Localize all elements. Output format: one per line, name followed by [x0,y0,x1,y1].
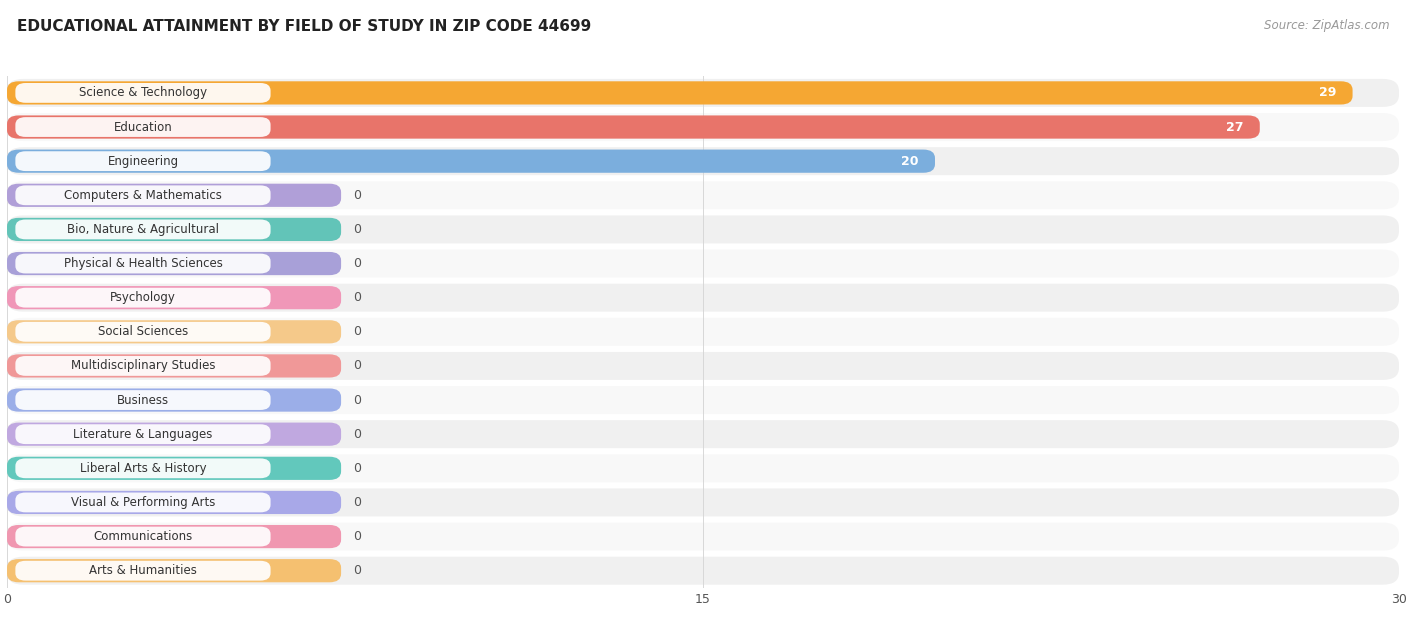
FancyBboxPatch shape [7,355,342,377]
FancyBboxPatch shape [7,320,342,343]
FancyBboxPatch shape [7,352,1399,380]
Text: Physical & Health Sciences: Physical & Health Sciences [63,257,222,270]
FancyBboxPatch shape [15,151,270,171]
Text: Bio, Nature & Agricultural: Bio, Nature & Agricultural [67,223,219,236]
FancyBboxPatch shape [7,113,1399,141]
FancyBboxPatch shape [15,288,270,308]
FancyBboxPatch shape [7,82,1353,104]
FancyBboxPatch shape [7,216,1399,243]
FancyBboxPatch shape [15,390,270,410]
Text: Computers & Mathematics: Computers & Mathematics [65,189,222,202]
FancyBboxPatch shape [15,83,270,103]
Text: Engineering: Engineering [107,155,179,167]
Text: Science & Technology: Science & Technology [79,87,207,99]
FancyBboxPatch shape [15,322,270,342]
FancyBboxPatch shape [7,423,342,446]
FancyBboxPatch shape [7,150,935,173]
FancyBboxPatch shape [7,147,1399,175]
FancyBboxPatch shape [7,454,1399,482]
Text: Literature & Languages: Literature & Languages [73,428,212,441]
FancyBboxPatch shape [15,117,270,137]
FancyBboxPatch shape [7,491,342,514]
FancyBboxPatch shape [7,557,1399,585]
Text: Communications: Communications [93,530,193,543]
FancyBboxPatch shape [7,184,342,207]
Text: 0: 0 [353,223,361,236]
Text: 0: 0 [353,394,361,406]
FancyBboxPatch shape [15,526,270,547]
Text: 0: 0 [353,325,361,338]
Text: Business: Business [117,394,169,406]
Text: Arts & Humanities: Arts & Humanities [89,564,197,577]
Text: 0: 0 [353,564,361,577]
Text: Social Sciences: Social Sciences [98,325,188,338]
Text: 0: 0 [353,360,361,372]
FancyBboxPatch shape [7,457,342,480]
FancyBboxPatch shape [7,389,342,411]
FancyBboxPatch shape [7,218,342,241]
FancyBboxPatch shape [15,458,270,478]
FancyBboxPatch shape [15,356,270,376]
Text: 27: 27 [1226,121,1243,133]
Text: 0: 0 [353,496,361,509]
FancyBboxPatch shape [15,185,270,205]
FancyBboxPatch shape [7,79,1399,107]
Text: 0: 0 [353,428,361,441]
Text: Psychology: Psychology [110,291,176,304]
FancyBboxPatch shape [15,253,270,274]
Text: 0: 0 [353,462,361,475]
FancyBboxPatch shape [7,523,1399,550]
FancyBboxPatch shape [7,250,1399,277]
Text: 29: 29 [1319,87,1336,99]
Text: Visual & Performing Arts: Visual & Performing Arts [70,496,215,509]
Text: 0: 0 [353,530,361,543]
FancyBboxPatch shape [7,318,1399,346]
FancyBboxPatch shape [7,284,1399,312]
Text: 0: 0 [353,189,361,202]
FancyBboxPatch shape [7,559,342,582]
Text: Multidisciplinary Studies: Multidisciplinary Studies [70,360,215,372]
FancyBboxPatch shape [7,252,342,275]
FancyBboxPatch shape [7,286,342,309]
FancyBboxPatch shape [7,420,1399,448]
FancyBboxPatch shape [7,525,342,548]
Text: 0: 0 [353,257,361,270]
FancyBboxPatch shape [7,116,1260,138]
FancyBboxPatch shape [15,424,270,444]
Text: Liberal Arts & History: Liberal Arts & History [80,462,207,475]
Text: 20: 20 [901,155,918,167]
FancyBboxPatch shape [15,561,270,581]
Text: EDUCATIONAL ATTAINMENT BY FIELD OF STUDY IN ZIP CODE 44699: EDUCATIONAL ATTAINMENT BY FIELD OF STUDY… [17,19,591,34]
FancyBboxPatch shape [7,489,1399,516]
FancyBboxPatch shape [7,181,1399,209]
Text: Education: Education [114,121,173,133]
FancyBboxPatch shape [15,492,270,513]
Text: 0: 0 [353,291,361,304]
FancyBboxPatch shape [7,386,1399,414]
FancyBboxPatch shape [15,219,270,240]
Text: Source: ZipAtlas.com: Source: ZipAtlas.com [1264,19,1389,32]
